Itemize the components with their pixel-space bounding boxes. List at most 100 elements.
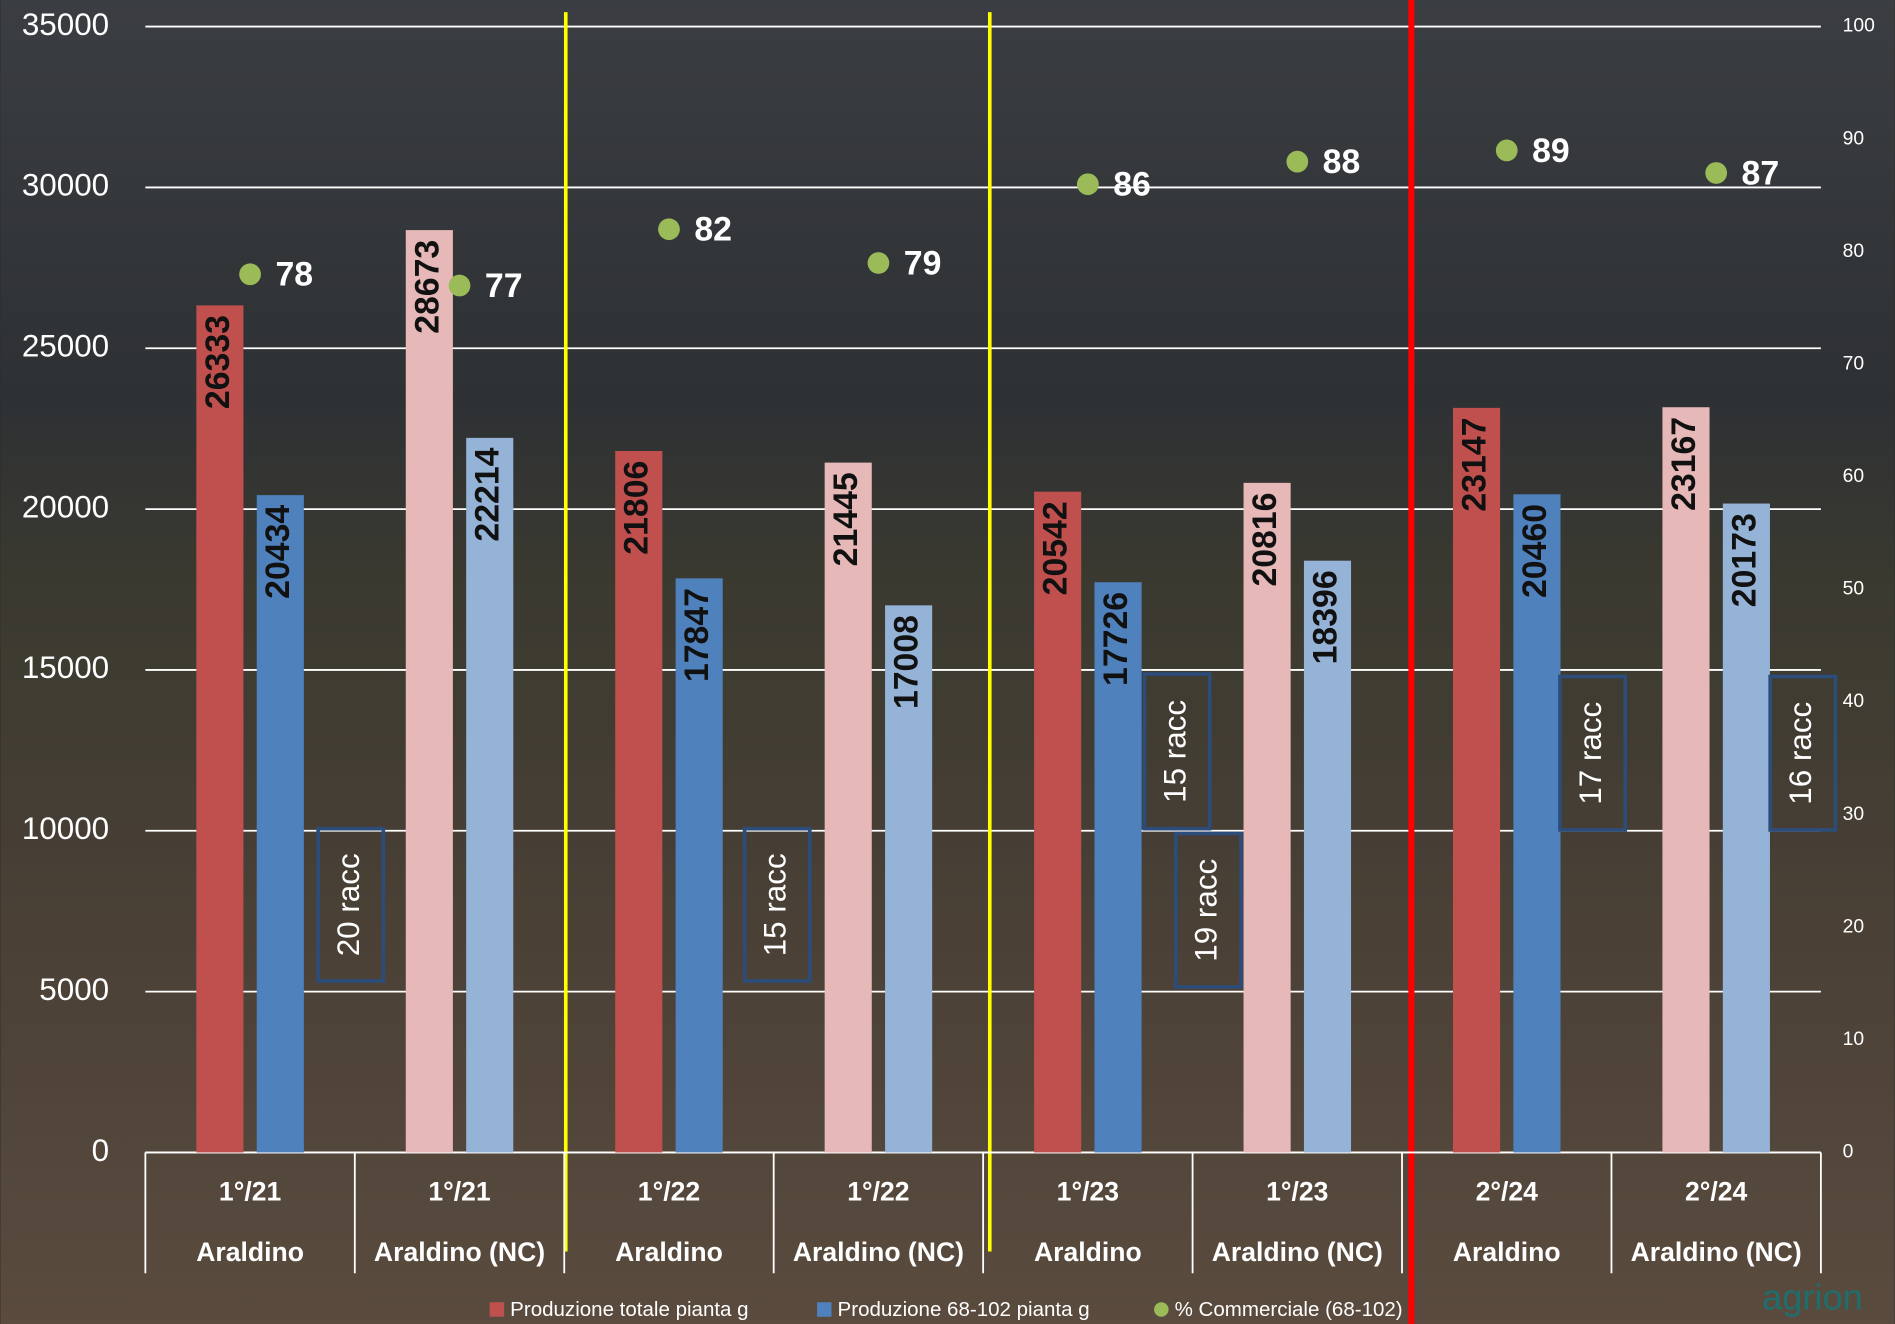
y2-tick-label: 20 bbox=[1843, 916, 1864, 937]
annotation: 15 racc bbox=[757, 853, 792, 956]
value-label: 23167 bbox=[1665, 417, 1703, 511]
annotation: 15 racc bbox=[1157, 700, 1192, 803]
y2-tick-label: 80 bbox=[1843, 241, 1864, 262]
y2-tick-label: 100 bbox=[1843, 16, 1875, 37]
watermark: agrion bbox=[1762, 1276, 1863, 1317]
x-tick-label: 1°/23 bbox=[1266, 1177, 1328, 1207]
value-label: 82 bbox=[694, 211, 732, 249]
annotation-box bbox=[1558, 674, 1628, 832]
y-tick-label: 20000 bbox=[22, 489, 109, 524]
value-label: 77 bbox=[485, 267, 523, 305]
x-tick-label: 1°/22 bbox=[847, 1177, 909, 1207]
y2-tick-label: 0 bbox=[1843, 1142, 1854, 1163]
bar bbox=[615, 451, 663, 1153]
bar bbox=[196, 305, 244, 1153]
legend-swatch bbox=[817, 1302, 832, 1317]
y2-tick-label: 60 bbox=[1843, 466, 1864, 487]
value-label: 86 bbox=[1113, 166, 1151, 204]
annotation-box bbox=[1768, 674, 1838, 832]
y-tick-label: 10000 bbox=[22, 811, 109, 846]
annotation-box bbox=[316, 826, 386, 983]
y-tick-label: 5000 bbox=[39, 972, 109, 1007]
separators bbox=[563, 0, 1415, 1324]
value-label: 88 bbox=[1323, 143, 1361, 181]
y-tick-label: 25000 bbox=[22, 329, 109, 364]
bar bbox=[824, 462, 872, 1153]
value-label: 89 bbox=[1532, 132, 1570, 170]
bar bbox=[1513, 494, 1561, 1153]
value-label: 22214 bbox=[469, 447, 507, 541]
bar bbox=[466, 437, 514, 1153]
value-label: 20542 bbox=[1037, 501, 1075, 595]
annotation: 20 racc bbox=[331, 853, 366, 956]
point bbox=[1495, 139, 1518, 162]
point bbox=[1286, 150, 1309, 173]
annotation-box bbox=[1142, 672, 1212, 831]
y-tick-label: 0 bbox=[92, 1133, 109, 1168]
value-label: 20173 bbox=[1725, 513, 1763, 607]
value-label: 21445 bbox=[827, 472, 865, 566]
legend-label: Produzione 68-102 pianta g bbox=[838, 1298, 1090, 1321]
bar bbox=[1243, 482, 1291, 1153]
bar bbox=[885, 605, 933, 1153]
value-label: 20460 bbox=[1516, 504, 1554, 598]
x-tick-label: 2°/24 bbox=[1685, 1177, 1748, 1207]
x-tick-sublabel: Araldino (NC) bbox=[793, 1237, 964, 1267]
x-tick-label: 1°/23 bbox=[1057, 1177, 1119, 1207]
value-label: 79 bbox=[904, 244, 942, 282]
annotation: 19 racc bbox=[1189, 859, 1224, 962]
y-tick-label: 15000 bbox=[22, 650, 109, 685]
point bbox=[658, 218, 680, 241]
value-label: 17847 bbox=[678, 588, 716, 682]
legend-swatch bbox=[489, 1302, 505, 1317]
y2-tick-label: 40 bbox=[1843, 691, 1864, 712]
y2-tick-label: 30 bbox=[1843, 804, 1864, 825]
value-label: 87 bbox=[1742, 154, 1780, 192]
bar bbox=[675, 578, 723, 1153]
y-tick-label: 35000 bbox=[22, 7, 109, 42]
annotation: 17 racc bbox=[1573, 702, 1608, 805]
bar bbox=[1303, 560, 1352, 1153]
value-label: 21806 bbox=[618, 461, 656, 555]
x-tick-sublabel: Araldino bbox=[615, 1237, 723, 1267]
y2-tick-label: 70 bbox=[1843, 353, 1864, 374]
y2-tick-label: 10 bbox=[1843, 1029, 1864, 1050]
x-tick-sublabel: Araldino bbox=[1453, 1237, 1561, 1267]
value-label: 23147 bbox=[1455, 418, 1493, 512]
x-tick-label: 1°/21 bbox=[428, 1177, 491, 1207]
bar bbox=[1662, 407, 1710, 1153]
value-label: 20434 bbox=[259, 505, 297, 599]
value-label: 20816 bbox=[1246, 493, 1284, 587]
annotation-box bbox=[742, 826, 812, 983]
point bbox=[1076, 173, 1099, 196]
bar bbox=[1722, 503, 1770, 1153]
annotation: 16 racc bbox=[1783, 702, 1818, 805]
value-label: 26333 bbox=[199, 315, 237, 409]
point bbox=[1705, 162, 1728, 184]
bar bbox=[256, 495, 304, 1153]
x-tick-label: 1°/21 bbox=[219, 1177, 282, 1207]
legend-label: Produzione totale pianta g bbox=[510, 1298, 748, 1321]
value-label: 78 bbox=[275, 256, 313, 294]
legend-swatch bbox=[1154, 1302, 1169, 1317]
legend-label: % Commerciale (68-102) bbox=[1175, 1298, 1403, 1321]
bar bbox=[1034, 491, 1082, 1153]
annotation-box bbox=[1174, 831, 1243, 989]
point bbox=[239, 263, 261, 286]
y2-tick-label: 50 bbox=[1843, 579, 1864, 600]
value-label: 17008 bbox=[888, 615, 926, 709]
x-tick-sublabel: Araldino bbox=[1034, 1237, 1142, 1267]
bar bbox=[405, 230, 453, 1153]
bar bbox=[1094, 582, 1142, 1153]
x-tick-sublabel: Araldino (NC) bbox=[1212, 1237, 1383, 1267]
x-tick-sublabel: Araldino (NC) bbox=[1631, 1237, 1802, 1267]
y2-tick-label: 90 bbox=[1843, 128, 1864, 149]
point bbox=[448, 274, 471, 297]
x-tick-sublabel: Araldino bbox=[196, 1237, 304, 1267]
x-tick-label: 1°/22 bbox=[638, 1177, 700, 1207]
x-tick-label: 2°/24 bbox=[1476, 1177, 1539, 1207]
y-tick-label: 30000 bbox=[22, 168, 109, 203]
